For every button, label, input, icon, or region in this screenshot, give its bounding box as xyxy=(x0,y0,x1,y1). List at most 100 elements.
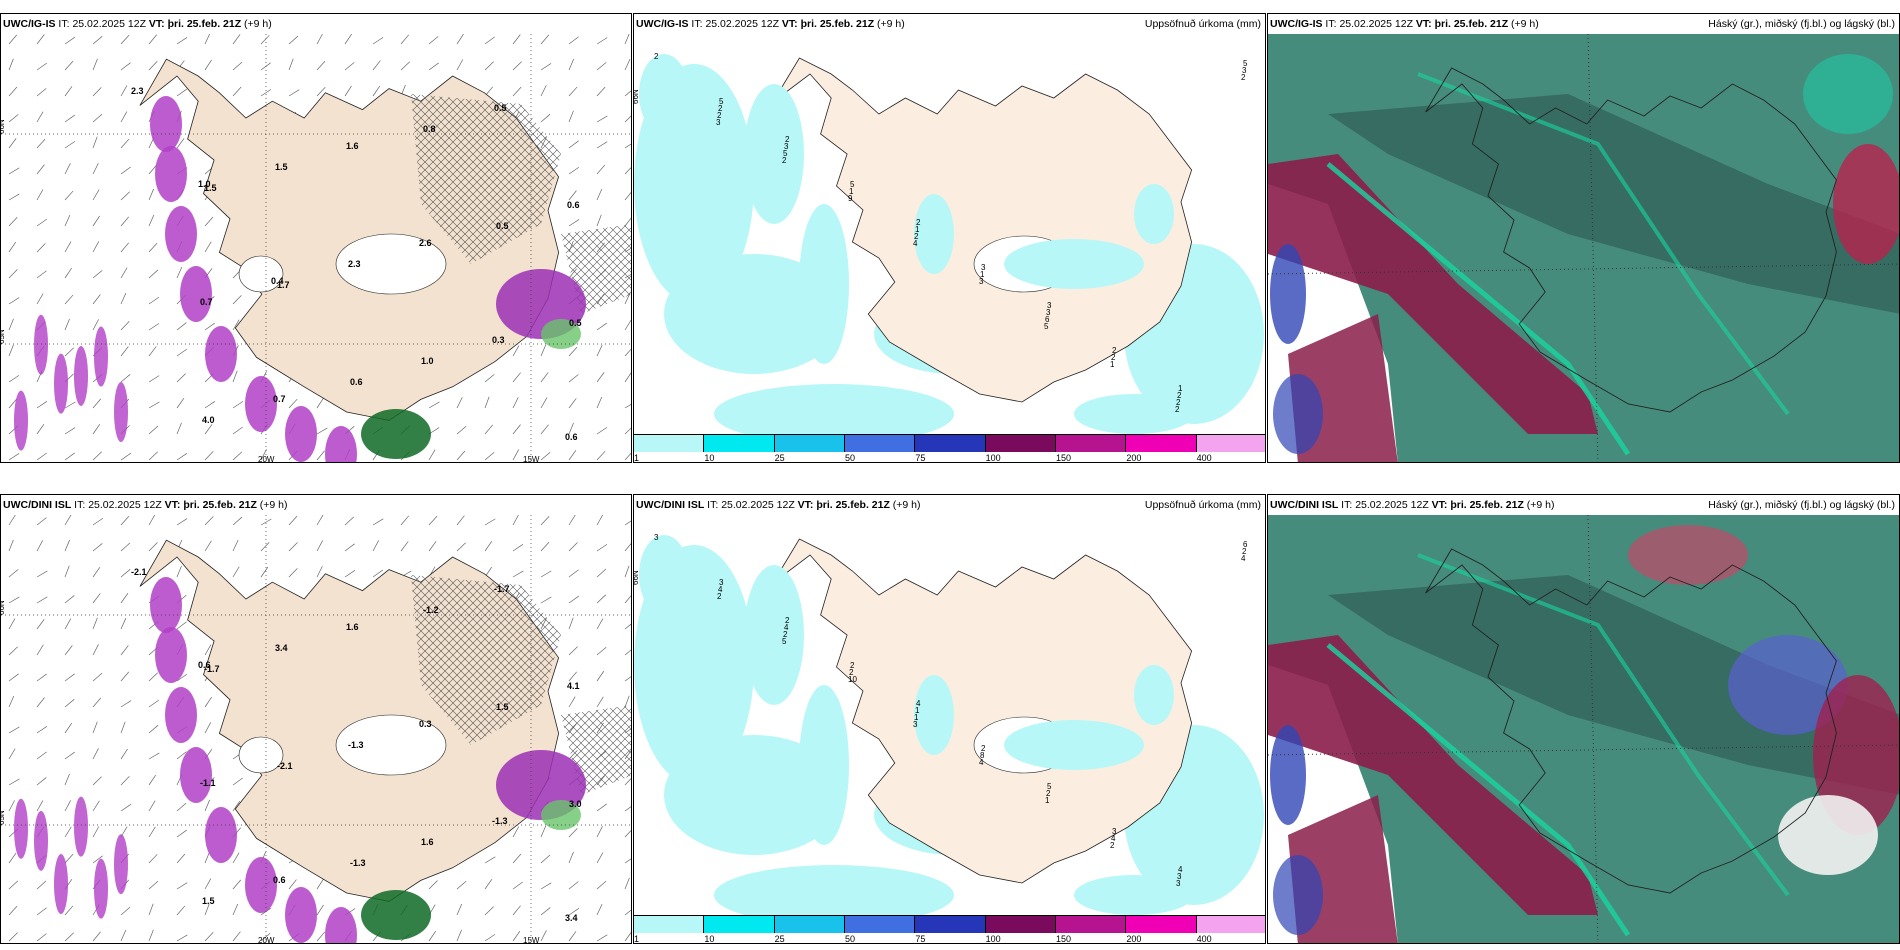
wind-barb xyxy=(540,596,552,604)
wind-barb xyxy=(204,644,212,656)
wind-barb xyxy=(568,907,580,916)
mid-cloud xyxy=(1270,725,1306,825)
wind-barb xyxy=(512,826,520,838)
wind-barb xyxy=(344,62,355,71)
wind-barb xyxy=(540,515,550,526)
wind-barb xyxy=(204,851,210,864)
precip-label: 2 xyxy=(916,218,921,227)
precip-label: 2 xyxy=(849,668,854,677)
wind-barb xyxy=(176,673,188,682)
snow-area xyxy=(155,146,187,202)
wind-barb xyxy=(148,214,155,227)
panel-header: UWC/DINI ISL IT: 25.02.2025 12Z VT: þri.… xyxy=(634,495,1265,515)
wind-barb xyxy=(316,566,323,578)
wind-barb xyxy=(596,594,607,604)
rain-area xyxy=(361,890,431,940)
legend-tick-label: 200 xyxy=(1126,934,1142,944)
snow-area xyxy=(150,96,182,152)
precip-label: 4 xyxy=(784,623,789,632)
wind-barb xyxy=(148,34,157,45)
wind-barb xyxy=(596,427,608,435)
wind-barb xyxy=(428,880,438,890)
wind-barb xyxy=(8,297,20,305)
wind-barb xyxy=(120,346,129,357)
wind-barb xyxy=(568,166,580,175)
legend-swatch xyxy=(1196,434,1265,452)
wind-barb xyxy=(36,270,47,279)
wind-barb xyxy=(456,929,462,942)
wind-barb xyxy=(596,647,607,656)
wind-barb xyxy=(624,404,631,409)
wind-barb xyxy=(596,396,603,409)
wind-barb xyxy=(344,516,355,526)
wind-barb xyxy=(260,566,269,578)
wind-barb xyxy=(148,515,156,526)
wind-barb xyxy=(568,450,577,461)
wind-barb xyxy=(484,61,494,71)
wind-barb xyxy=(148,269,159,279)
panel-header: UWC/IG-IS IT: 25.02.2025 12Z VT: þri. 25… xyxy=(3,18,272,30)
wind-barb xyxy=(8,539,14,552)
wind-barb xyxy=(176,348,188,357)
snow-area xyxy=(325,426,357,462)
wind-barb xyxy=(92,189,100,201)
wind-barb xyxy=(624,319,631,331)
wind-barb xyxy=(456,903,463,916)
wind-barb xyxy=(92,566,101,578)
wind-barb xyxy=(176,853,186,864)
wind-barb xyxy=(120,138,130,149)
wind-barb xyxy=(64,267,72,279)
wind-barb xyxy=(8,86,18,97)
wind-barb xyxy=(596,618,604,630)
precip-label: 2 xyxy=(718,104,723,113)
wind-barb xyxy=(624,58,631,71)
wind-barb xyxy=(316,931,326,942)
wind-barb xyxy=(36,540,43,552)
precip-label: 4 xyxy=(718,585,723,594)
wind-barb xyxy=(400,515,410,526)
wind-barb xyxy=(176,882,188,890)
wind-barb xyxy=(92,270,103,279)
precip-area xyxy=(799,685,849,845)
wind-barb xyxy=(316,87,326,97)
legend-tick-label: 100 xyxy=(985,453,1001,463)
legend-swatch xyxy=(915,434,986,452)
wind-barb xyxy=(148,800,156,812)
wind-barb xyxy=(568,569,579,578)
wind-barb xyxy=(400,541,409,552)
snow-area xyxy=(285,887,317,943)
wind-barb xyxy=(120,593,129,604)
temperature-label: 0.5 xyxy=(569,318,582,328)
wind-barb xyxy=(36,218,48,227)
precip-label: 6 xyxy=(1045,315,1050,324)
wind-barb xyxy=(260,35,270,45)
wind-barb xyxy=(568,542,578,552)
wind-barb xyxy=(316,878,324,890)
wind-barb xyxy=(176,266,183,279)
wind-barb xyxy=(148,375,160,383)
temperature-label: 1.5 xyxy=(204,183,217,193)
wind-barb xyxy=(540,854,551,864)
wind-barb xyxy=(36,517,47,526)
wind-barb xyxy=(540,34,550,45)
snow-area xyxy=(114,834,128,895)
precip-label: 2 xyxy=(1111,353,1116,362)
wind-barb xyxy=(8,726,20,734)
snow-area xyxy=(54,353,68,414)
wind-barb xyxy=(36,673,47,682)
snow-hatch xyxy=(411,575,561,745)
wind-barb xyxy=(148,323,160,331)
wind-barb xyxy=(596,345,603,357)
wind-barb xyxy=(428,449,436,461)
wind-barb xyxy=(64,800,71,812)
wind-barb xyxy=(92,215,100,227)
wind-barb xyxy=(36,293,44,305)
precip-area xyxy=(744,565,804,705)
precip-area xyxy=(799,204,849,364)
snow-area xyxy=(285,406,317,462)
wind-barb xyxy=(540,113,551,123)
wind-barb xyxy=(484,906,494,916)
precip-label: 2 xyxy=(1176,398,1181,407)
wind-barb xyxy=(484,934,496,942)
precip-label: 3 xyxy=(979,277,984,286)
